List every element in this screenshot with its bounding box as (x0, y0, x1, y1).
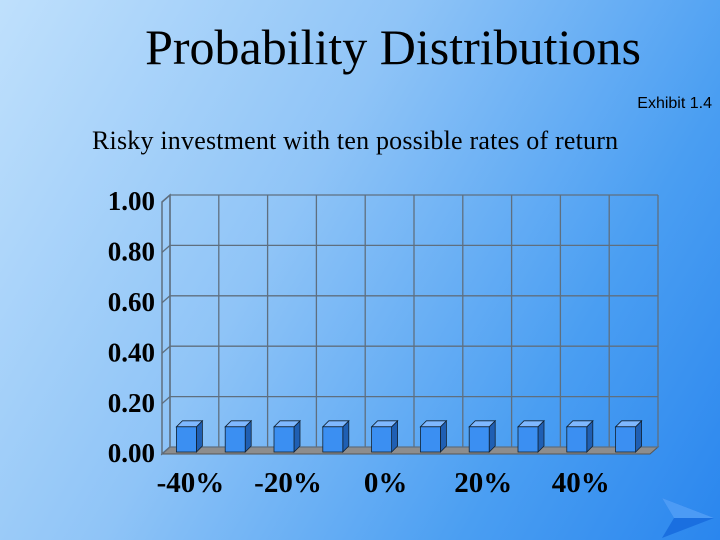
x-tick-label: -40% (157, 467, 225, 499)
y-tick-label: 0.60 (108, 287, 155, 317)
y-tick-label: 0.20 (108, 388, 155, 418)
bar (371, 426, 393, 453)
bar (419, 426, 441, 453)
bar (175, 426, 197, 453)
exhibit-label: Exhibit 1.4 (637, 95, 712, 112)
y-tick-label: 0.40 (108, 337, 155, 367)
y-tick-label: 0.80 (108, 237, 155, 267)
chart-subtitle: Risky investment with ten possible rates… (92, 126, 619, 155)
y-gridline-wall (161, 244, 171, 253)
bar (468, 426, 490, 453)
y-tick-label: 0.00 (108, 438, 155, 468)
bar (273, 426, 295, 453)
x-tick-label: 20% (454, 467, 512, 499)
bar (224, 426, 246, 453)
bar (517, 426, 539, 453)
slide-title: Probability Distributions (145, 19, 641, 75)
y-gridline-wall (161, 295, 171, 304)
y-tick-label: 1.00 (108, 186, 155, 216)
y-gridline-wall (161, 396, 171, 405)
x-tick-label: -20% (254, 467, 322, 499)
y-gridline-wall (161, 194, 171, 203)
bar (615, 426, 636, 453)
bar (566, 426, 588, 453)
x-tick-label: 0% (364, 467, 408, 499)
x-tick-label: 40% (552, 467, 610, 499)
y-gridline-wall (161, 446, 171, 455)
y-gridline-wall (161, 345, 171, 354)
arrow-right-icon[interactable] (660, 496, 716, 540)
side-wall (161, 193, 171, 456)
bar (322, 426, 344, 453)
